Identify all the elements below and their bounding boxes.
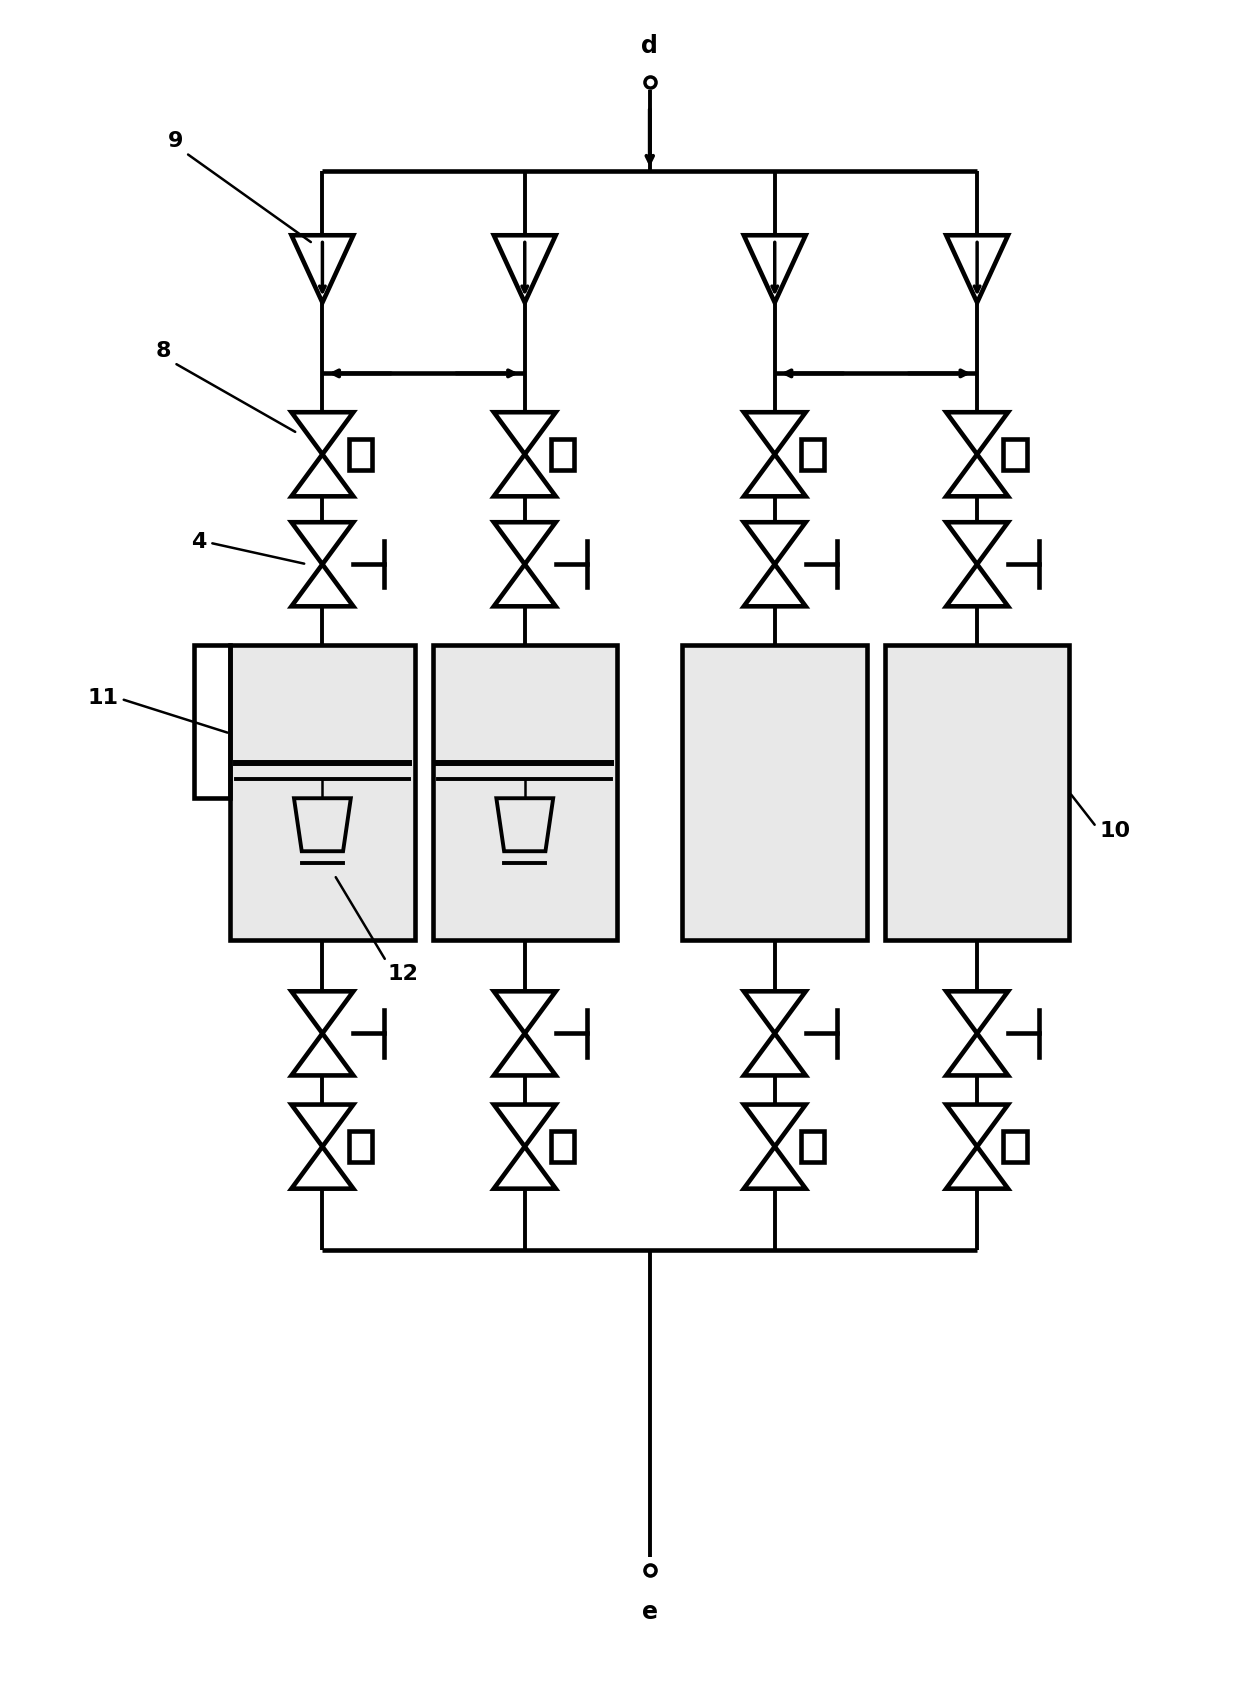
Text: 4: 4 <box>191 532 304 564</box>
Text: 12: 12 <box>336 878 419 984</box>
Text: e: e <box>642 1599 657 1624</box>
Bar <box>1003 1131 1027 1163</box>
Bar <box>433 645 618 940</box>
Bar <box>195 645 231 799</box>
Bar <box>551 438 574 470</box>
Bar <box>551 1131 574 1163</box>
Text: 10: 10 <box>1071 795 1131 841</box>
Bar <box>682 645 867 940</box>
Bar <box>1003 438 1027 470</box>
Text: 11: 11 <box>87 687 227 733</box>
Text: 9: 9 <box>167 131 311 243</box>
Bar <box>801 1131 825 1163</box>
Bar <box>348 1131 372 1163</box>
Bar <box>885 645 1069 940</box>
Bar <box>348 438 372 470</box>
Bar <box>231 645 414 940</box>
Bar <box>801 438 825 470</box>
Text: d: d <box>641 34 658 57</box>
Text: 8: 8 <box>156 342 295 431</box>
